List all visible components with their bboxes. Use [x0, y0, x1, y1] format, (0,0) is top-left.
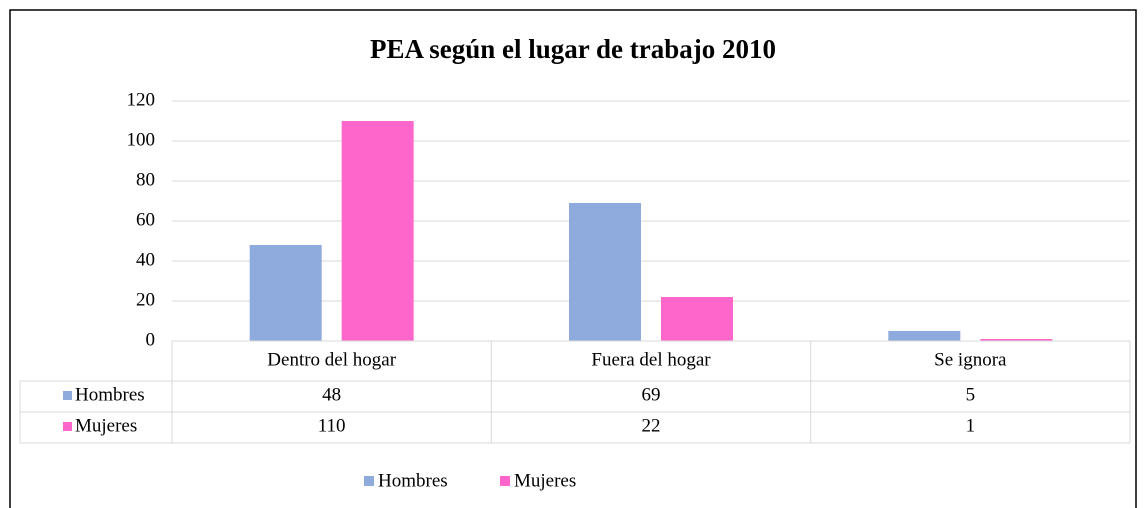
table-value: 48	[322, 384, 341, 405]
bar	[888, 331, 961, 341]
bar	[249, 245, 322, 341]
legend-label: Mujeres	[514, 470, 576, 491]
table-legend-key	[63, 391, 72, 400]
table-value: 69	[642, 384, 661, 405]
table-row-label: Mujeres	[75, 415, 137, 436]
x-tick-label: Fuera del hogar	[591, 349, 711, 370]
table-legend-key	[63, 422, 72, 431]
y-tick-label: 20	[136, 289, 155, 310]
y-tick-label: 120	[127, 89, 156, 110]
x-tick-label: Se ignora	[934, 349, 1007, 370]
chart-title: PEA según el lugar de trabajo 2010	[370, 34, 776, 64]
bar	[341, 121, 414, 341]
bar	[661, 297, 733, 341]
bar	[569, 203, 641, 341]
legend-key	[500, 476, 510, 486]
table-value: 1	[966, 415, 976, 436]
x-tick-label: Dentro del hogar	[267, 349, 396, 370]
table-row-label: Hombres	[75, 384, 145, 405]
y-tick-label: 80	[136, 169, 155, 190]
table-value: 110	[318, 415, 346, 436]
legend-key	[364, 476, 374, 486]
bar	[980, 339, 1053, 341]
y-tick-label: 40	[136, 249, 155, 270]
y-tick-label: 0	[146, 329, 156, 350]
table-value: 22	[642, 415, 661, 436]
legend-label: Hombres	[378, 470, 448, 491]
y-tick-label: 60	[136, 209, 155, 230]
y-tick-label: 100	[127, 129, 156, 150]
table-value: 5	[966, 384, 976, 405]
